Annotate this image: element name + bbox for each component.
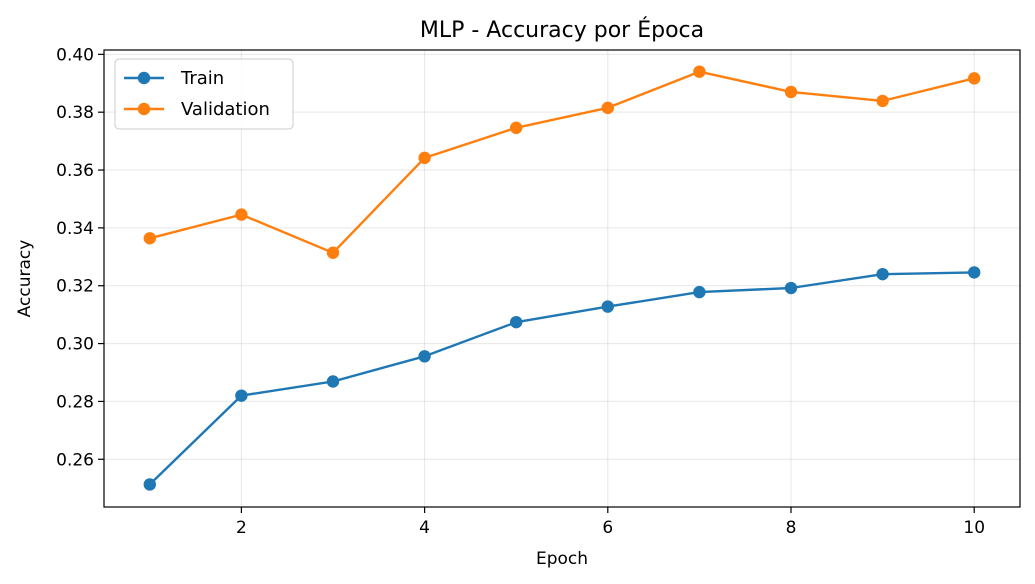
data-point-validation [326,246,340,259]
grid-layer [104,50,1020,507]
chart-title: MLP - Accuracy por Época [420,17,704,43]
legend-item-train: Train [124,68,224,89]
legend-marker-swatch [137,102,151,116]
data-point-train [693,285,706,299]
data-point-train [968,266,981,279]
x-tick-label: 6 [602,518,613,538]
data-point-validation [510,121,523,135]
data-point-validation [968,72,981,85]
data-point-validation [601,101,614,115]
series-train [143,266,981,491]
y-tick-label: 0.38 [56,103,94,123]
y-tick-label: 0.36 [56,161,94,181]
data-point-validation [693,65,706,78]
tick-layer: 2 4 6 8 10 0.26 0.28 0.30 0.32 0.34 0.36 0.38 0.40 [56,45,985,538]
y-tick-label: 0.30 [56,335,94,355]
data-point-train [784,281,798,295]
y-tick-label: 0.32 [56,277,94,297]
y-tick-label: 0.40 [56,45,94,65]
data-point-train [326,375,340,388]
data-point-validation [418,151,431,165]
series-line-train [148,271,975,486]
data-point-train [143,478,156,491]
x-tick-label: 8 [786,518,797,538]
x-axis-label: Epoch [536,549,588,569]
legend-box [114,58,294,130]
data-point-validation [876,94,889,108]
data-point-train [601,300,614,313]
series-line-validation [149,70,975,255]
legend: Train Validation [114,58,294,130]
plot-frame [103,49,1021,508]
legend-label: Train [180,68,224,89]
legend-label: Validation [181,99,270,120]
data-point-train [510,315,523,329]
x-tick-label: 4 [419,518,430,538]
series-layer [143,65,981,491]
y-tick-label: 0.34 [56,219,94,239]
data-point-validation [784,85,798,99]
data-point-train [235,389,248,402]
series-validation [143,65,981,259]
data-point-validation [143,232,156,245]
data-point-validation [235,208,248,221]
x-tick-label: 10 [963,518,985,538]
y-tick-label: 0.28 [56,392,94,412]
y-axis-label: Accuracy [15,240,35,318]
y-tick-label: 0.26 [56,450,94,470]
x-tick-label: 2 [236,518,247,538]
legend-item-validation: Validation [124,99,270,120]
data-point-train [876,267,889,281]
legend-marker-swatch [137,71,151,85]
data-point-train [418,350,431,363]
